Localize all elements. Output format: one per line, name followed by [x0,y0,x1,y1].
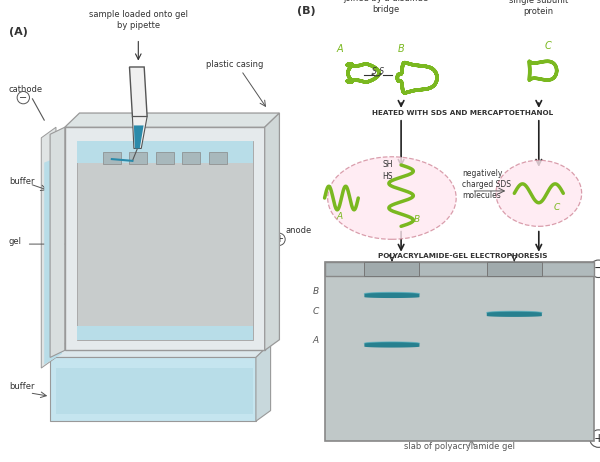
Polygon shape [41,127,56,368]
Ellipse shape [328,157,456,239]
Text: SH
HS: SH HS [383,160,393,181]
Text: negatively
charged SDS
molecules: negatively charged SDS molecules [463,169,511,200]
Text: C: C [545,42,551,51]
Text: buffer: buffer [9,383,34,391]
Polygon shape [56,368,253,414]
Text: S S: S S [372,67,384,76]
Polygon shape [156,152,173,164]
Text: slab of polyacrylamide gel: slab of polyacrylamide gel [404,442,515,451]
Text: A: A [337,44,343,54]
Polygon shape [133,116,147,148]
Polygon shape [77,141,253,163]
Text: POLYACRYLAMIDE-GEL ELECTROPHORESIS: POLYACRYLAMIDE-GEL ELECTROPHORESIS [377,253,547,259]
Text: C: C [312,307,319,316]
Text: anode: anode [286,226,311,236]
Polygon shape [103,152,121,164]
FancyBboxPatch shape [487,261,542,276]
Text: cathode: cathode [9,85,43,94]
Text: −: − [593,262,600,275]
Polygon shape [256,343,271,421]
FancyBboxPatch shape [364,261,419,276]
Ellipse shape [496,160,581,226]
Text: sample loaded onto gel
by pipette: sample loaded onto gel by pipette [89,10,188,30]
Polygon shape [65,113,280,127]
Polygon shape [265,113,280,350]
Polygon shape [134,125,143,148]
Polygon shape [44,156,62,365]
Polygon shape [130,152,147,164]
Text: A: A [337,212,343,221]
Text: B: B [398,44,404,54]
FancyBboxPatch shape [325,261,594,441]
Polygon shape [77,326,253,340]
Text: B: B [313,286,319,296]
Polygon shape [50,343,271,358]
FancyBboxPatch shape [325,261,594,276]
Text: buffer: buffer [9,177,34,186]
Polygon shape [209,152,227,164]
Text: HEATED WITH SDS AND MERCAPTOETHANOL: HEATED WITH SDS AND MERCAPTOETHANOL [372,110,553,116]
Polygon shape [364,292,419,298]
Text: (B): (B) [297,6,316,16]
Polygon shape [50,358,256,421]
Text: +: + [275,234,283,244]
Polygon shape [364,342,419,347]
Text: (A): (A) [9,27,28,37]
Text: single subunit
protein: single subunit protein [509,0,568,16]
Polygon shape [182,152,200,164]
Polygon shape [487,311,542,317]
Polygon shape [50,127,65,358]
Text: −: − [19,93,28,103]
Text: gel: gel [9,237,22,246]
Text: B: B [413,215,419,224]
Polygon shape [130,67,147,116]
Text: plastic casing: plastic casing [206,60,263,69]
Text: +: + [593,432,600,445]
Text: protein with two
subunits, A and B,
joined by a disulfide
bridge: protein with two subunits, A and B, join… [343,0,428,14]
Polygon shape [65,127,265,350]
Text: A: A [313,336,319,345]
Text: C: C [554,203,560,212]
Polygon shape [77,141,253,340]
